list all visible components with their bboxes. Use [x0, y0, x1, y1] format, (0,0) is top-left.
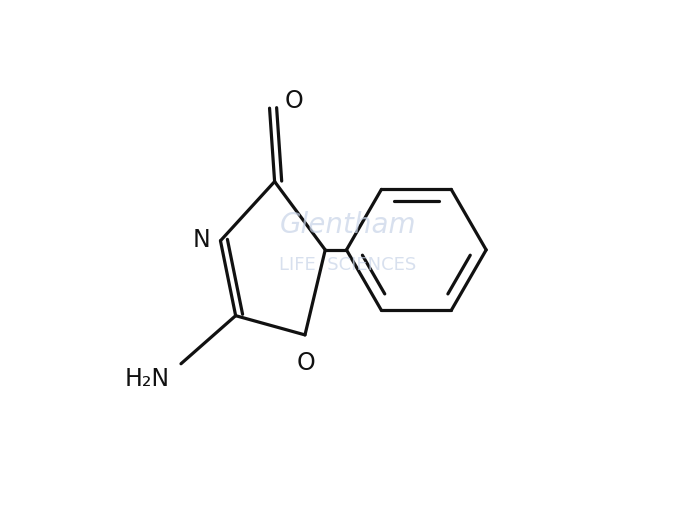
Text: O: O	[297, 351, 316, 375]
Text: O: O	[285, 88, 303, 112]
Text: N: N	[193, 228, 210, 252]
Text: Glentham: Glentham	[280, 211, 416, 239]
Text: LIFE  SCIENCES: LIFE SCIENCES	[279, 256, 417, 274]
Text: H₂N: H₂N	[125, 367, 170, 391]
